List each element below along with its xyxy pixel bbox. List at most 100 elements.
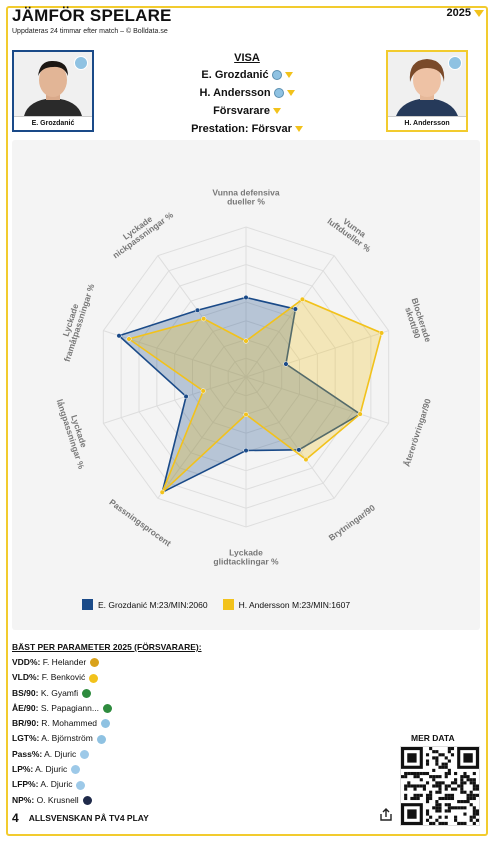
qr-module bbox=[444, 803, 448, 807]
qr-module bbox=[472, 796, 476, 801]
more-data-label: MER DATA bbox=[411, 733, 455, 743]
radar-axis-label: Vunna defensiva dueller % bbox=[212, 188, 280, 207]
qr-module bbox=[447, 793, 451, 797]
best-item[interactable]: BR/90: R. Mohammed bbox=[12, 716, 112, 731]
best-item[interactable]: VDD%: F. Helander bbox=[12, 655, 112, 670]
qr-module bbox=[472, 821, 476, 825]
qr-module bbox=[413, 784, 417, 788]
best-item-key: Pass%: bbox=[12, 748, 43, 759]
radar-point-2 bbox=[299, 296, 305, 302]
radar-axis-label: Återerövringar/90 bbox=[401, 397, 432, 468]
qr-module bbox=[447, 806, 451, 810]
qr-module bbox=[438, 753, 442, 757]
qr-module bbox=[450, 796, 455, 801]
year-selector[interactable]: 2025 bbox=[447, 7, 484, 19]
best-item-key: LFP%: bbox=[12, 779, 39, 790]
qr-module bbox=[404, 793, 408, 797]
chevron-down-icon bbox=[286, 90, 295, 97]
qr-module bbox=[438, 781, 442, 785]
qr-module bbox=[435, 756, 439, 760]
qr-module bbox=[407, 781, 411, 785]
qr-module bbox=[457, 821, 461, 825]
qr-module bbox=[425, 759, 430, 763]
best-item[interactable]: LFP%: A. Djuric bbox=[12, 777, 112, 792]
qr-module bbox=[472, 787, 476, 791]
club-badge-icon bbox=[82, 795, 92, 805]
radar-point-2 bbox=[200, 388, 206, 394]
qr-module bbox=[438, 803, 442, 807]
club-badge-icon bbox=[273, 88, 284, 99]
qr-module bbox=[432, 778, 436, 782]
radar-axis-line bbox=[157, 255, 247, 378]
best-item-key: BR/90: bbox=[12, 718, 39, 729]
qr-module bbox=[410, 796, 414, 801]
legend-swatch-player1 bbox=[82, 599, 93, 610]
club-badge-icon bbox=[96, 734, 106, 744]
qr-module bbox=[425, 793, 430, 797]
club-badge-icon bbox=[271, 70, 282, 81]
qr-module bbox=[413, 796, 417, 801]
radar-axis-label: Lyckadeframåtpassningar % bbox=[53, 279, 96, 363]
qr-module bbox=[416, 796, 420, 801]
qr-module bbox=[425, 800, 430, 804]
qr-module bbox=[454, 806, 458, 810]
qr-module bbox=[469, 781, 473, 785]
best-item[interactable]: LGT%: A. Björnström bbox=[12, 731, 112, 746]
qr-module bbox=[413, 775, 417, 779]
radar-axis-line bbox=[245, 255, 335, 378]
club-badge-icon bbox=[74, 56, 88, 70]
best-item-key: VDD%: bbox=[12, 657, 41, 667]
club-badge-icon bbox=[71, 765, 81, 775]
player-card-left[interactable]: E. Grozdanić bbox=[12, 50, 94, 132]
qr-module bbox=[422, 787, 426, 791]
radar-axis-label: Lyckadenickpassningar % bbox=[105, 202, 175, 260]
preset-dropdown[interactable]: Prestation: Försvar bbox=[150, 122, 344, 136]
qr-module bbox=[472, 778, 476, 782]
best-item[interactable]: VLD%: F. Benković bbox=[12, 670, 112, 685]
best-item[interactable]: ÅE/90: S. Papagiann... bbox=[12, 701, 112, 716]
best-item[interactable]: NP%: O. Krusnell bbox=[12, 793, 112, 808]
qr-module bbox=[460, 781, 464, 785]
position-label: Försvarare bbox=[213, 105, 270, 117]
radar-point-1 bbox=[292, 306, 298, 312]
qr-module bbox=[438, 796, 442, 801]
qr-module bbox=[463, 812, 467, 816]
qr-module bbox=[429, 815, 433, 819]
qr-module bbox=[447, 768, 451, 772]
qr-module bbox=[419, 784, 423, 788]
qr-module bbox=[438, 787, 442, 791]
player1-dropdown[interactable]: E. Grozdanić bbox=[150, 68, 344, 82]
qr-module bbox=[475, 812, 479, 816]
qr-module bbox=[460, 778, 464, 782]
qr-module bbox=[472, 806, 476, 810]
qr-module bbox=[447, 796, 451, 801]
radar-point-2 bbox=[243, 338, 249, 344]
qr-module bbox=[463, 790, 467, 794]
radar-panel: Vunna defensiva dueller % Vunnaluftdueller… bbox=[12, 140, 480, 630]
qr-module bbox=[444, 765, 448, 769]
position-dropdown[interactable]: Försvarare bbox=[150, 104, 344, 118]
page-title: JÄMFÖR SPELARE bbox=[12, 6, 172, 25]
best-item[interactable]: BS/90: K. Gyamfi bbox=[12, 686, 112, 701]
qr-module bbox=[416, 784, 420, 788]
qr-module bbox=[413, 771, 417, 776]
share-icon[interactable] bbox=[379, 808, 393, 822]
qr-code[interactable] bbox=[400, 746, 480, 826]
qr-module bbox=[450, 747, 455, 751]
qr-module bbox=[429, 793, 433, 797]
radar-axis-label: Vunnaluftdueller % bbox=[326, 209, 379, 255]
player-card-right[interactable]: H. Andersson bbox=[386, 50, 468, 132]
best-item[interactable]: Pass%: A. Djuric bbox=[12, 747, 112, 762]
best-item-key: LP%: bbox=[12, 764, 34, 775]
best-item[interactable]: LP%: A. Djuric bbox=[12, 762, 112, 777]
chevron-down-icon bbox=[272, 108, 281, 115]
radar-axis-label: Blockeradeskott/90 bbox=[401, 297, 433, 347]
qr-module bbox=[469, 790, 473, 794]
qr-module bbox=[435, 806, 439, 810]
tv4-play-link[interactable]: 4 ALLSVENSKAN PÅ TV4 PLAY bbox=[12, 811, 149, 825]
qr-module bbox=[475, 818, 479, 822]
radar-point-2 bbox=[378, 330, 385, 336]
qr-module bbox=[466, 796, 470, 801]
qr-module bbox=[425, 753, 430, 757]
player2-dropdown[interactable]: H. Andersson bbox=[150, 86, 344, 100]
